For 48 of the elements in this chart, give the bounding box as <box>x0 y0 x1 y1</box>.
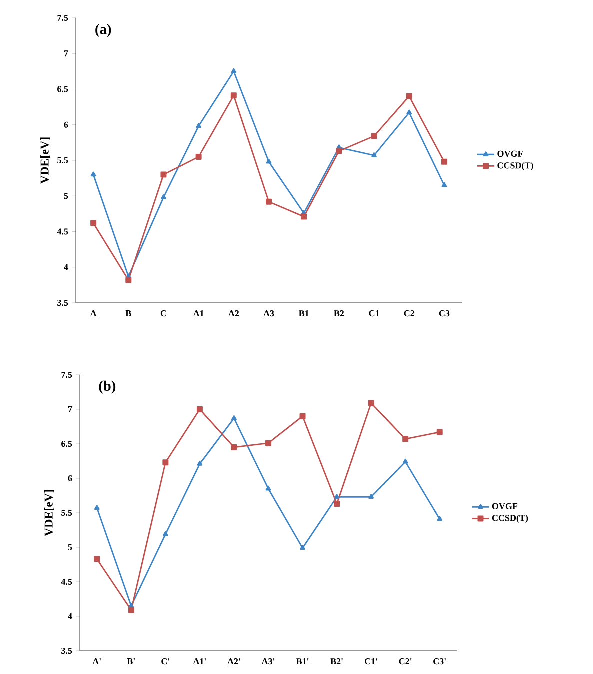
x-tick-label: B2 <box>334 310 344 317</box>
x-tick-label: A' <box>92 658 101 664</box>
x-tick-label: B <box>126 310 132 316</box>
x-tick-label: A3 <box>264 310 274 317</box>
y-tick-label: 6.5 <box>62 440 72 448</box>
y-tick-label: 4 <box>64 264 68 270</box>
x-tick-label: B1' <box>296 658 309 665</box>
legend-label: OVGF <box>498 150 523 158</box>
y-tick-label: 4.5 <box>57 228 68 235</box>
y-tick-label: 7.5 <box>62 372 72 378</box>
y-tick-label: 6.5 <box>58 86 68 92</box>
y-tick-label: 6 <box>64 122 68 128</box>
x-tick-label: B2' <box>330 658 343 665</box>
y-tick-label: 7 <box>68 406 72 412</box>
x-tick-label: C <box>160 310 166 317</box>
y-tick-label: 7 <box>64 50 68 57</box>
x-tick-label: C1 <box>369 310 380 317</box>
y-tick-label: 7.5 <box>58 14 68 22</box>
legend-label: CCSD(T) <box>492 514 528 524</box>
y-tick-label: 5.5 <box>58 157 68 164</box>
x-tick-label: A2' <box>228 658 240 664</box>
x-tick-label: C3' <box>434 658 446 665</box>
x-tick-label: A1' <box>193 658 206 664</box>
x-tick-label: B1 <box>298 310 309 317</box>
chart-title: (a) <box>96 24 112 38</box>
x-tick-label: C2 <box>404 310 414 317</box>
legend-label: CCSD(T) <box>498 162 534 171</box>
x-tick-label: C' <box>162 658 170 665</box>
chart-title: (b) <box>99 380 116 394</box>
x-tick-label: A1 <box>193 310 204 316</box>
y-tick-label: 3.5 <box>62 648 72 654</box>
y-tick-label: 4.5 <box>61 578 72 586</box>
x-tick-label: C2' <box>399 658 412 665</box>
x-tick-label: A3' <box>262 658 275 665</box>
y-axis-title: VDE[eV] <box>44 490 54 537</box>
y-tick-label: 6 <box>68 475 72 482</box>
x-tick-label: B' <box>127 658 135 664</box>
y-tick-label: 4 <box>68 614 72 620</box>
y-tick-label: 5 <box>68 544 72 550</box>
x-tick-label: A2 <box>228 310 240 316</box>
y-axis-title: VDE[eV] <box>40 138 50 184</box>
y-tick-label: 5.5 <box>62 510 72 516</box>
x-tick-label: A <box>90 310 97 316</box>
y-tick-label: 3.5 <box>58 300 68 306</box>
x-tick-label: C3 <box>439 310 450 317</box>
x-tick-label: C1' <box>365 658 378 665</box>
y-tick-label: 5 <box>64 193 68 200</box>
legend-label: OVGF <box>492 503 518 510</box>
